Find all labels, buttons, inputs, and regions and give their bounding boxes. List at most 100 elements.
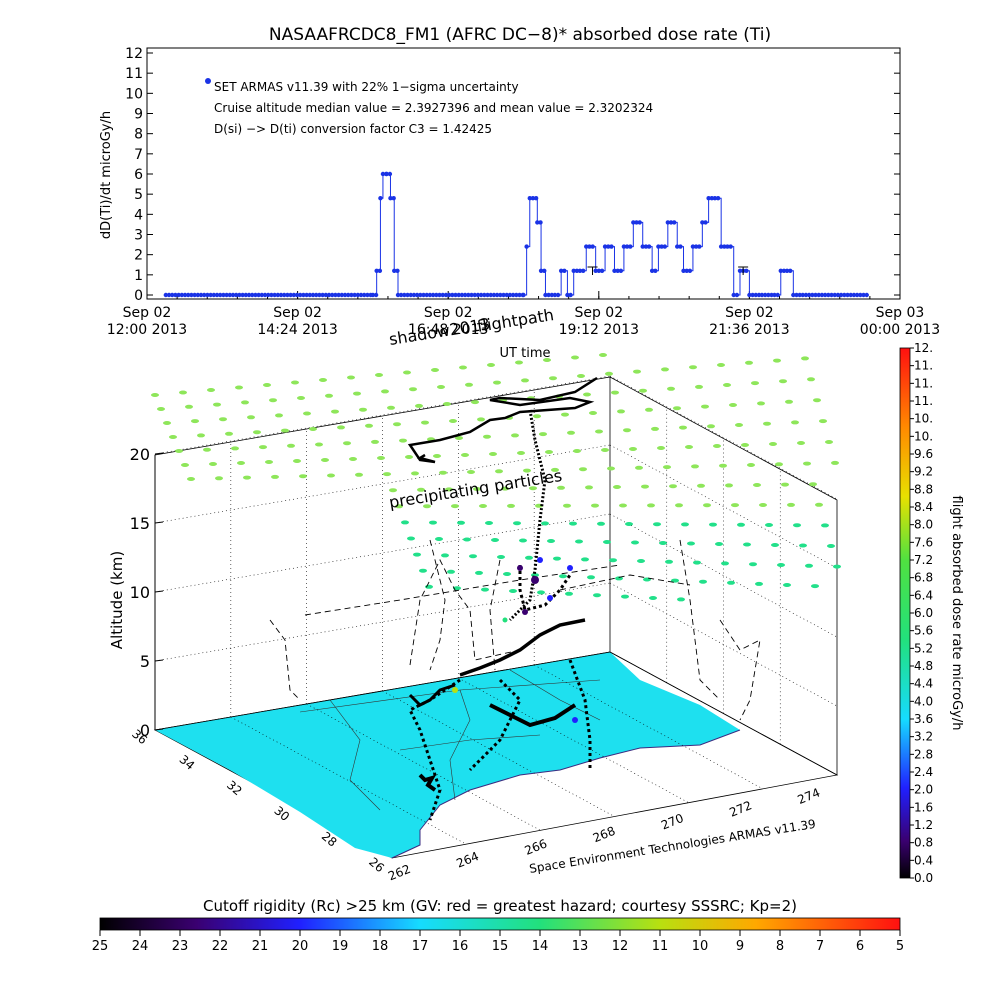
data-point <box>816 292 821 298</box>
grid-line <box>154 513 611 593</box>
data-point <box>590 244 595 249</box>
flight-3d-view: 0 5 10 15 20 Altitude (km) 262 264 266 268 270 27… <box>108 305 841 883</box>
particle <box>597 521 605 526</box>
particle <box>753 483 761 487</box>
data-point <box>434 292 439 298</box>
y-tick-label: 6 <box>134 167 143 183</box>
particle <box>181 463 189 467</box>
particle <box>639 388 647 393</box>
particle <box>405 455 413 459</box>
particle <box>735 423 743 427</box>
data-point <box>565 292 570 298</box>
particle <box>207 388 215 392</box>
data-point <box>275 292 281 298</box>
particle <box>185 404 193 409</box>
colorbar-tick-label: 11. <box>914 376 933 390</box>
data-point <box>269 292 274 298</box>
longitude-tick-label: 264 <box>454 849 480 871</box>
particle <box>745 360 753 365</box>
data-point <box>189 292 194 298</box>
particle <box>541 521 549 526</box>
particle <box>715 542 723 546</box>
particle <box>429 520 437 525</box>
data-point <box>646 244 652 249</box>
data-point <box>687 268 693 273</box>
particle <box>525 555 533 560</box>
particle <box>663 465 671 470</box>
floor-grid-line <box>534 664 763 790</box>
data-point <box>618 268 624 273</box>
particle <box>321 458 329 462</box>
x-tick-label-date: Sep 02 <box>273 305 322 321</box>
colorbar-tick-label: 6.4 <box>914 588 933 602</box>
particle <box>589 411 597 415</box>
particle <box>465 382 473 387</box>
z-tick <box>154 590 164 593</box>
data-point <box>243 292 249 298</box>
particle <box>709 522 717 527</box>
data-point <box>388 196 393 201</box>
particle <box>485 521 493 525</box>
particle <box>611 390 619 395</box>
particle <box>667 386 675 391</box>
particle <box>557 485 565 490</box>
data-point <box>323 292 329 298</box>
data-point <box>693 244 699 249</box>
particle <box>265 460 273 464</box>
altitude-axis-label: Altitude (km) <box>108 551 126 649</box>
particle <box>771 543 779 547</box>
particle <box>521 378 529 383</box>
data-point <box>781 268 787 273</box>
data-point <box>690 244 696 249</box>
particle <box>479 504 487 508</box>
data-point <box>854 292 860 298</box>
data-point <box>358 292 364 298</box>
data-point <box>208 292 213 298</box>
particle <box>469 554 477 559</box>
data-point <box>725 244 730 249</box>
particle <box>435 537 443 541</box>
longitude-tick-label: 262 <box>386 862 412 884</box>
data-point <box>450 292 455 298</box>
particle <box>623 428 631 433</box>
precipitating-particles-layer <box>151 353 841 602</box>
particle <box>653 522 661 527</box>
particle <box>815 502 823 507</box>
particle <box>529 486 537 491</box>
data-point <box>198 292 204 298</box>
data-point <box>377 268 383 273</box>
particle <box>481 587 489 592</box>
particle <box>783 583 791 587</box>
data-point <box>501 292 506 298</box>
particle <box>477 417 485 422</box>
particle <box>621 594 629 599</box>
data-point <box>380 171 386 177</box>
grid-line <box>609 513 838 638</box>
z-tick-label: 0 <box>140 721 150 740</box>
colorbar-tick-label: 7.2 <box>914 553 933 567</box>
rigidity-tick-label: 21 <box>252 939 269 954</box>
particle <box>675 503 683 508</box>
dose-rate-chart: NASAAFRCDC8_FM1 (AFRC DC−8)* absorbed do… <box>99 25 940 361</box>
colorbar-tick-label: 7.6 <box>914 535 933 549</box>
rigidity-tick-label: 18 <box>372 939 389 954</box>
particle <box>467 470 475 474</box>
data-point <box>697 244 702 249</box>
data-point <box>709 196 715 201</box>
particle <box>495 469 503 474</box>
particle <box>605 371 613 376</box>
z-tick-label: 20 <box>130 445 150 464</box>
data-point <box>524 244 529 249</box>
particle <box>219 417 227 422</box>
particle <box>231 446 239 451</box>
data-point <box>794 292 799 298</box>
particle <box>703 503 711 508</box>
particle <box>463 537 471 542</box>
particle <box>741 443 749 447</box>
data-point <box>234 292 239 298</box>
x-tick-label-time: 12:00 2013 <box>107 322 187 338</box>
dose-colorbar-label: flight absorbed dose rate microGy/h <box>949 496 964 731</box>
particle <box>169 435 177 439</box>
data-point <box>230 292 236 298</box>
particle <box>399 438 407 443</box>
